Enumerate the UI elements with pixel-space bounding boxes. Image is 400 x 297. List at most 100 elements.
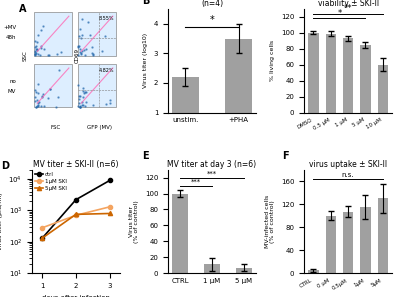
Point <box>75 83 82 87</box>
Point <box>79 102 86 107</box>
Point <box>55 94 61 99</box>
Point <box>58 50 64 55</box>
Title: MV titer ± SKI-II (n=6): MV titer ± SKI-II (n=6) <box>33 160 119 169</box>
Text: FSC: FSC <box>50 125 61 130</box>
Y-axis label: Virus titer (log10): Virus titer (log10) <box>143 33 148 88</box>
Point <box>90 52 96 57</box>
Point <box>33 47 40 52</box>
Point <box>32 88 38 92</box>
Point <box>33 47 40 52</box>
Point <box>47 86 54 91</box>
Bar <box>360 207 371 273</box>
Point <box>82 100 89 105</box>
5μM SKI <box>107 212 112 215</box>
Point <box>46 86 53 91</box>
Point <box>34 104 41 109</box>
Point <box>35 101 41 106</box>
Y-axis label: virus titer (pfu/ml): virus titer (pfu/ml) <box>0 193 3 250</box>
Text: *: * <box>337 9 342 18</box>
Y-axis label: MV-infected cells
(% of control): MV-infected cells (% of control) <box>265 195 276 248</box>
Point <box>81 90 87 95</box>
Line: ctrl: ctrl <box>40 178 112 240</box>
Bar <box>326 34 336 113</box>
Point <box>77 104 84 109</box>
Text: **: ** <box>344 4 352 13</box>
Bar <box>34 64 72 108</box>
Point <box>32 48 38 53</box>
Point <box>103 102 110 107</box>
Title: viability ± SKI-II: viability ± SKI-II <box>318 0 379 8</box>
Bar <box>326 216 336 273</box>
Text: 8.55%: 8.55% <box>99 16 114 21</box>
Point <box>32 50 38 55</box>
Point <box>89 50 96 55</box>
Point <box>77 94 84 99</box>
Point <box>78 50 84 55</box>
Text: ***: *** <box>207 171 217 177</box>
Point <box>35 51 42 56</box>
Point <box>82 104 88 109</box>
Title: MV titer at day 3 (n=6): MV titer at day 3 (n=6) <box>168 160 256 169</box>
Point <box>79 16 86 21</box>
Point <box>75 93 82 98</box>
Point <box>32 45 38 50</box>
Point <box>79 100 85 105</box>
Text: 48h: 48h <box>6 35 16 40</box>
Point <box>41 104 48 108</box>
Bar <box>308 33 318 113</box>
Point <box>34 46 40 51</box>
Point <box>90 51 96 56</box>
Bar <box>172 194 188 273</box>
Bar <box>308 270 318 273</box>
Point <box>83 90 90 94</box>
Point <box>33 104 39 109</box>
Point <box>77 36 84 40</box>
Point <box>38 94 45 99</box>
Bar <box>34 12 72 56</box>
Point <box>56 68 62 73</box>
Title: virus uptake ± SKI-II: virus uptake ± SKI-II <box>309 160 387 169</box>
Text: CD69: CD69 <box>75 48 80 63</box>
Point <box>76 97 82 102</box>
Bar <box>172 77 199 142</box>
1μM SKI <box>40 226 44 230</box>
Point <box>54 51 60 56</box>
ctrl <box>74 198 78 201</box>
Y-axis label: Virus titer
(% of control): Virus titer (% of control) <box>128 200 139 243</box>
Point <box>38 27 44 32</box>
Text: +PHA 24h: +PHA 24h <box>42 0 70 1</box>
Text: +MV: +MV <box>3 25 16 30</box>
Point <box>90 102 96 107</box>
Line: 5μM SKI: 5μM SKI <box>40 211 112 240</box>
Point <box>89 45 95 49</box>
Bar <box>378 198 388 273</box>
Point <box>31 52 38 56</box>
Point <box>107 101 114 105</box>
Point <box>33 50 40 55</box>
Point <box>46 52 52 57</box>
Point <box>76 44 82 48</box>
Point <box>102 33 108 38</box>
Line: 1μM SKI: 1μM SKI <box>40 205 112 230</box>
Point <box>98 49 105 53</box>
Text: SSC: SSC <box>22 50 28 61</box>
Point <box>53 104 59 109</box>
Bar <box>236 268 252 273</box>
Point <box>32 89 39 94</box>
Bar <box>204 264 220 273</box>
Point <box>32 104 39 109</box>
Point <box>40 91 46 96</box>
Point <box>38 44 44 48</box>
Point <box>107 98 114 103</box>
Point <box>35 91 42 96</box>
5μM SKI <box>74 213 78 216</box>
X-axis label: days after infection: days after infection <box>42 295 110 297</box>
Point <box>76 104 83 109</box>
Legend: ctrl, 1μM SKI, 5μM SKI: ctrl, 1μM SKI, 5μM SKI <box>35 172 67 191</box>
Text: *: * <box>210 15 214 25</box>
Text: no: no <box>9 79 16 84</box>
Point <box>87 32 93 37</box>
Point <box>38 103 44 108</box>
Bar <box>378 65 388 113</box>
Point <box>36 100 42 105</box>
